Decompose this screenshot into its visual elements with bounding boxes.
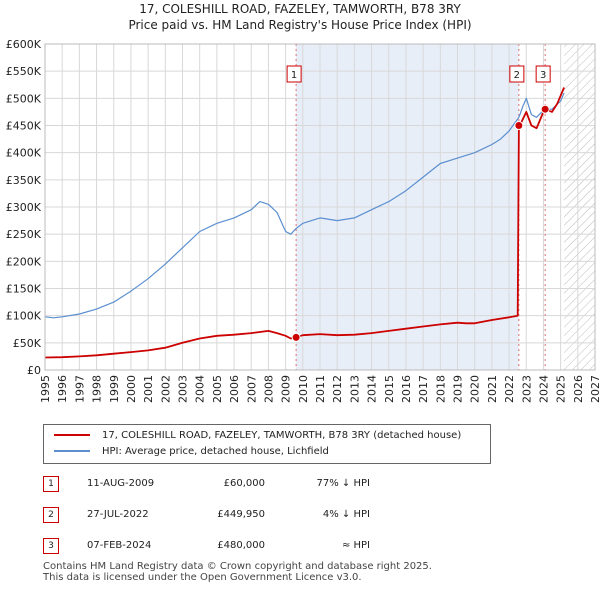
chart-subtitle: Price paid vs. HM Land Registry's House … — [128, 18, 472, 32]
legend-item-property: 17, COLESHILL ROAD, FAZELEY, TAMWORTH, B… — [54, 428, 461, 444]
x-tick-label: 2025 — [555, 375, 568, 403]
transaction-row: 1 11-AUG-2009 £60,000 77% ↓ HPI — [43, 476, 483, 494]
x-tick-label: 1997 — [73, 375, 86, 403]
x-tick-label: 2009 — [280, 375, 293, 403]
legend-swatch-hpi — [54, 450, 90, 452]
x-tick-label: 2021 — [486, 375, 499, 403]
x-tick-label: 2002 — [159, 375, 172, 403]
y-tick-label: £300K — [6, 201, 42, 214]
y-tick-label: £150K — [6, 283, 42, 296]
transaction-number: 3 — [43, 538, 59, 554]
transaction-marker-label: 2 — [514, 70, 520, 81]
y-tick-label: £400K — [6, 147, 42, 160]
y-tick-label: £50K — [13, 337, 42, 350]
x-tick-label: 2000 — [125, 375, 138, 403]
legend: 17, COLESHILL ROAD, FAZELEY, TAMWORTH, B… — [43, 424, 491, 464]
y-tick-label: £550K — [6, 65, 42, 78]
y-tick-label: £250K — [6, 228, 42, 241]
hpi-line — [45, 92, 565, 319]
transaction-price: £480,000 — [217, 540, 265, 551]
x-tick-label: 2011 — [314, 375, 327, 403]
transaction-number: 1 — [43, 476, 59, 492]
transaction-marker-label: 3 — [540, 70, 546, 81]
x-tick-label: 1999 — [108, 375, 121, 403]
transaction-row: 3 07-FEB-2024 £480,000 ≈ HPI — [43, 538, 483, 556]
transaction-marker-box — [509, 65, 525, 83]
price-chart: 1 2 3 £0 £50K £100K £150K £200K £250K £300K £350K… — [6, 38, 600, 403]
x-tick-label: 2023 — [520, 375, 533, 403]
x-tick-label: 2014 — [366, 375, 379, 403]
y-tick-label: £350K — [6, 174, 42, 187]
x-tick-label: 2019 — [452, 375, 465, 403]
transaction-marker-box — [286, 65, 302, 83]
y-tick-label: £0 — [27, 364, 41, 377]
x-tick-label: 2013 — [348, 375, 361, 403]
transaction-marker-box — [535, 65, 551, 83]
transaction-date: 07-FEB-2024 — [87, 540, 152, 551]
x-tick-label: 2015 — [383, 375, 396, 403]
x-tick-label: 2024 — [537, 375, 550, 403]
x-tick-label: 1995 — [39, 375, 52, 403]
property-price-line — [45, 87, 565, 359]
x-tick-label: 2010 — [297, 375, 310, 403]
transaction-date: 27-JUL-2022 — [87, 509, 149, 520]
transaction-hpi: 4% ↓ HPI — [322, 509, 370, 520]
x-tick-label: 2012 — [331, 375, 344, 403]
x-tick-label: 2027 — [589, 375, 600, 403]
plot-border — [44, 43, 596, 371]
x-tick-label: 2016 — [400, 375, 413, 403]
y-tick-label: £500K — [6, 92, 42, 105]
x-tick-label: 2026 — [572, 375, 585, 403]
x-tick-label: 1996 — [56, 375, 69, 403]
x-tick-label: 2005 — [211, 375, 224, 403]
transaction-point — [540, 104, 550, 114]
y-tick-label: £600K — [6, 38, 42, 51]
chart-title: 17, COLESHILL ROAD, FAZELEY, TAMWORTH, B… — [139, 2, 461, 16]
legend-label-hpi: HPI: Average price, detached house, Lich… — [102, 446, 329, 457]
x-tick-label: 2001 — [142, 375, 155, 403]
x-tick-label: 2018 — [434, 375, 447, 403]
transaction-number: 2 — [43, 507, 59, 523]
x-tick-label: 2006 — [228, 375, 241, 403]
x-tick-label: 2004 — [194, 375, 207, 403]
transaction-point — [514, 121, 524, 131]
transaction-date: 11-AUG-2009 — [87, 478, 155, 489]
transaction-point — [291, 332, 301, 342]
transaction-hpi: 77% ↓ HPI — [316, 478, 370, 489]
footer-licence: This data is licensed under the Open Gov… — [43, 572, 362, 583]
x-tick-label: 2022 — [503, 375, 516, 403]
y-tick-label: £100K — [6, 310, 42, 323]
y-tick-label: £450K — [6, 120, 42, 133]
transaction-price: £60,000 — [223, 478, 265, 489]
legend-swatch-property — [54, 434, 90, 436]
legend-label-property: 17, COLESHILL ROAD, FAZELEY, TAMWORTH, B… — [102, 430, 462, 441]
x-tick-label: 2003 — [177, 375, 190, 403]
x-tick-label: 2017 — [417, 375, 430, 403]
transaction-marker-label: 1 — [291, 70, 297, 81]
legend-item-hpi: HPI: Average price, detached house, Lich… — [54, 444, 329, 460]
y-tick-label: £200K — [6, 255, 42, 268]
transaction-row: 2 27-JUL-2022 £449,950 4% ↓ HPI — [43, 507, 483, 525]
x-tick-label: 2008 — [262, 375, 275, 403]
transaction-hpi: ≈ HPI — [341, 540, 370, 551]
x-tick-label: 2020 — [469, 375, 482, 403]
transaction-price: £449,950 — [217, 509, 265, 520]
x-tick-label: 1998 — [91, 375, 104, 403]
footer-copyright: Contains HM Land Registry data © Crown c… — [43, 561, 432, 572]
x-tick-label: 2007 — [245, 375, 258, 403]
